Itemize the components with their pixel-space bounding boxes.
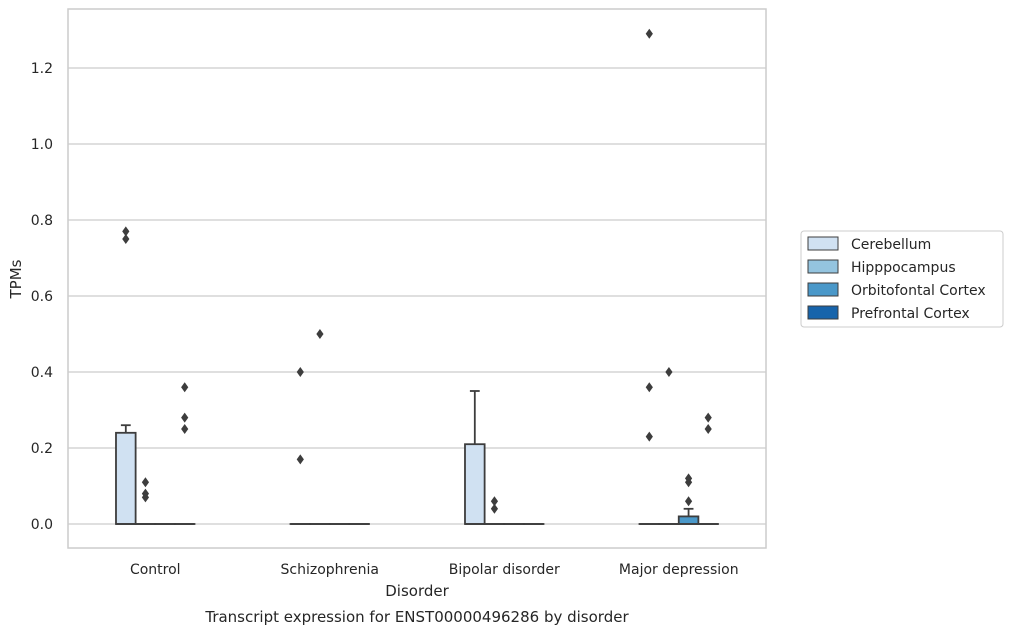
x-tick-label: Bipolar disorder — [449, 562, 560, 578]
box-body — [115, 431, 137, 525]
box-body — [677, 515, 700, 525]
legend-label: Cerebellum — [851, 237, 931, 253]
box-cerebellum — [289, 367, 312, 525]
outlier-point — [122, 226, 130, 237]
outlier-point — [296, 367, 304, 377]
box-orbitofontal-cortex — [677, 473, 700, 525]
y-tick-label: 0.6 — [31, 289, 53, 305]
outlier-point — [704, 412, 712, 423]
box-hipppocampus — [658, 367, 680, 525]
legend: Cerebellum Hipppocampus Orbitofontal Corte… — [800, 230, 1004, 328]
y-tick-label: 0.4 — [31, 365, 53, 381]
box-hipppocampus — [134, 477, 157, 525]
legend-label: Prefrontal Cortex — [851, 306, 970, 322]
outlier-point — [141, 488, 150, 499]
y-tick-label: 0.0 — [31, 517, 53, 533]
outlier-point — [645, 431, 653, 442]
box-body — [464, 443, 486, 525]
outlier-point — [141, 477, 150, 488]
box-prefrontal-cortex — [173, 382, 196, 525]
legend-swatch — [807, 305, 839, 320]
outlier-point — [296, 454, 304, 465]
outlier-point — [181, 424, 189, 434]
x-axis-title: Disorder — [385, 582, 449, 600]
y-axis-title: TPMs — [7, 259, 25, 299]
outlier-point — [316, 329, 324, 339]
x-tick-label: Major depression — [619, 562, 739, 578]
plot-area-frame — [67, 8, 767, 549]
legend-frame — [800, 230, 1004, 328]
outlier-point — [665, 367, 673, 377]
outlier-point — [490, 496, 499, 507]
y-tick-label: 1.2 — [31, 61, 53, 77]
legend-swatch — [807, 259, 839, 274]
legend-swatch — [807, 282, 839, 297]
legend-swatch — [807, 236, 839, 251]
outlier-point — [704, 424, 712, 434]
x-tick-label: Control — [130, 562, 181, 578]
outlier-point — [490, 503, 499, 514]
y-tick-label: 0.2 — [31, 441, 53, 457]
x-axis-ticks: Control Schizophrenia Bipolar disorder Majo… — [130, 562, 739, 578]
outlier-point — [122, 234, 130, 244]
outlier-point — [684, 473, 693, 484]
box-cerebellum — [464, 390, 486, 525]
box-prefrontal-cortex — [697, 412, 719, 525]
outlier-point — [684, 496, 693, 507]
legend-label: Orbitofontal Cortex — [851, 283, 986, 299]
boxes — [115, 28, 719, 525]
box-cerebellum — [115, 226, 137, 525]
y-tick-label: 0.8 — [31, 213, 53, 229]
outlier-point — [645, 28, 653, 39]
box-cerebellum — [638, 28, 661, 525]
outlier-point — [181, 412, 189, 423]
box-hipppocampus — [309, 329, 331, 525]
y-axis-ticks: 0.0 0.2 0.4 0.6 0.8 1.0 1.2 — [31, 61, 53, 533]
outlier-point — [181, 382, 189, 393]
y-tick-label: 1.0 — [31, 137, 53, 153]
x-tick-label: Schizophrenia — [281, 562, 379, 578]
gridlines — [68, 67, 766, 525]
outlier-point — [645, 382, 653, 393]
legend-label: Hipppocampus — [851, 260, 956, 276]
box-hipppocampus — [483, 496, 506, 525]
chart-title: Transcript expression for ENST0000049628… — [204, 608, 629, 626]
